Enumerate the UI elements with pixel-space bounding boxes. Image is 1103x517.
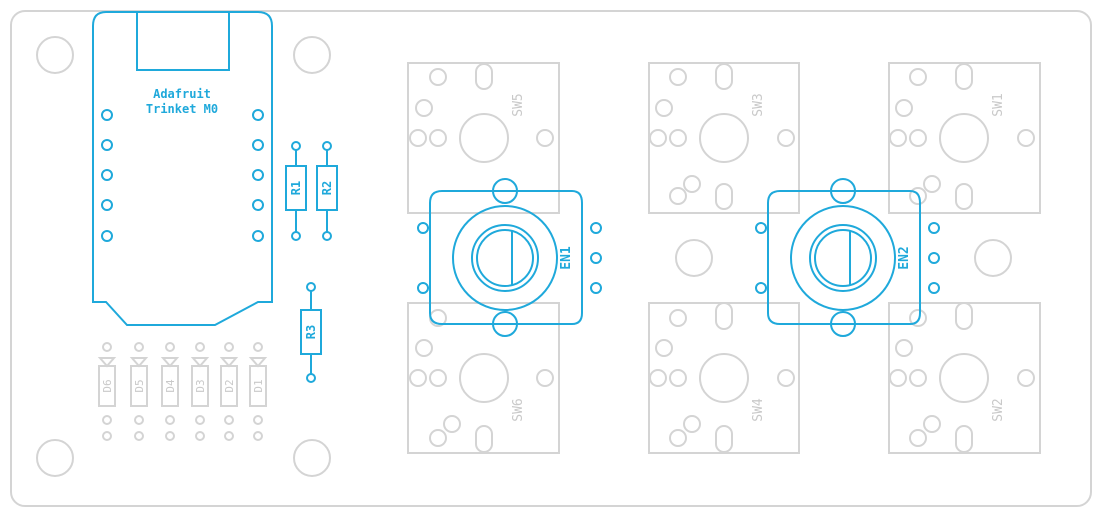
encoder-en1: EN1 [417, 178, 602, 337]
diode-label: D4 [164, 379, 177, 393]
diode-d6: D6 [97, 342, 117, 441]
diode-d2: D2 [219, 342, 239, 441]
resistor-label: R3 [304, 325, 318, 339]
diode-row: D6 D5 D4 D3 [97, 342, 268, 441]
trinket-module: Adafruit Trinket M0 [92, 11, 273, 326]
mounting-hole [675, 239, 713, 277]
resistor-label: R2 [320, 181, 334, 195]
resistor-r3: R3 [300, 282, 322, 383]
switch-label: SW4 [751, 398, 766, 422]
diode-label: D2 [223, 379, 236, 392]
module-label-line2: Trinket M0 [146, 102, 218, 116]
usb-connector [136, 11, 230, 71]
switch-sw6: SW6 [407, 302, 560, 454]
encoder-label: EN2 [897, 246, 912, 269]
module-pins-left [101, 109, 113, 242]
mounting-hole [293, 439, 331, 477]
switch-label: SW2 [991, 398, 1006, 421]
switch-sw1: SW1 [888, 62, 1041, 214]
mounting-hole [293, 36, 331, 74]
module-pins-right [252, 109, 264, 242]
diode-d3: D3 [190, 342, 210, 441]
diode-label: D3 [194, 379, 207, 392]
switch-sw2: SW2 [888, 302, 1041, 454]
diode-label: D1 [252, 379, 265, 392]
diode-label: D6 [101, 379, 114, 392]
diode-d5: D5 [129, 342, 149, 441]
mounting-hole [974, 239, 1012, 277]
switch-label: SW5 [511, 93, 526, 116]
diode-d1: D1 [248, 342, 268, 441]
encoder-label: EN1 [559, 246, 574, 270]
diode-d4: D4 [160, 342, 180, 441]
diode-label: D5 [133, 379, 146, 392]
mounting-hole [36, 439, 74, 477]
switch-label: SW3 [751, 93, 766, 116]
resistor-label: R1 [289, 181, 303, 195]
switch-sw4: SW4 [648, 302, 800, 454]
switch-sw5: SW5 [407, 62, 560, 214]
board-outline [10, 10, 1092, 507]
switch-label: SW6 [511, 398, 526, 421]
resistor-r1: R1 [285, 141, 307, 241]
switch-label: SW1 [991, 93, 1006, 116]
resistor-r2: R2 [316, 141, 338, 241]
module-label-line1: Adafruit [153, 87, 211, 101]
switch-sw3: SW3 [648, 62, 800, 214]
mounting-hole [36, 36, 74, 74]
encoder-en2: EN2 [755, 178, 940, 337]
